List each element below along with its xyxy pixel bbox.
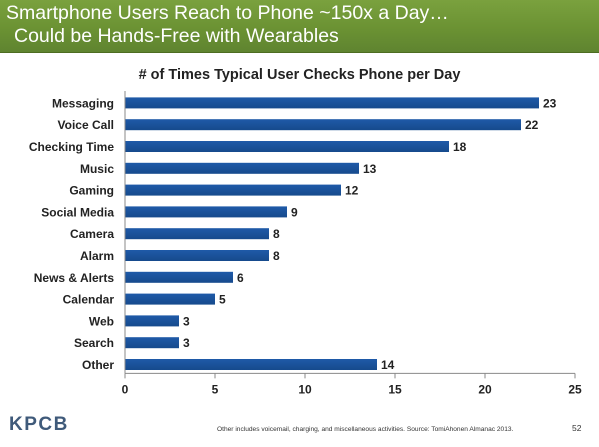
value-label-voice-call: 22 <box>525 118 539 132</box>
category-label-other: Other <box>82 358 114 372</box>
x-tick-label-0: 0 <box>122 382 129 396</box>
value-label-calendar: 5 <box>219 293 226 307</box>
page-number: 52 <box>572 423 582 433</box>
value-label-music: 13 <box>363 162 377 176</box>
category-label-calendar: Calendar <box>63 293 115 307</box>
slide-header: Smartphone Users Reach to Phone ~150x a … <box>0 0 599 53</box>
x-tick-label-20: 20 <box>478 382 492 396</box>
bar-search <box>125 337 179 349</box>
value-label-other: 14 <box>381 358 395 372</box>
slide-title-line-1: Smartphone Users Reach to Phone ~150x a … <box>6 2 449 24</box>
bar-news-and-alerts <box>125 271 233 283</box>
category-label-music: Music <box>80 162 114 176</box>
bar-music <box>125 162 359 174</box>
category-label-alarm: Alarm <box>80 249 114 263</box>
x-tick-label-10: 10 <box>298 382 312 396</box>
value-label-messaging: 23 <box>543 96 557 110</box>
bar-gaming <box>125 184 341 196</box>
bar-alarm <box>125 250 269 261</box>
x-tick-label-15: 15 <box>388 382 402 396</box>
kpcb-logo: KPCB <box>9 414 69 435</box>
bar-checking-time <box>125 141 449 152</box>
x-tick-label-25: 25 <box>568 382 582 396</box>
category-label-voice-call: Voice Call <box>58 118 114 132</box>
value-label-web: 3 <box>183 314 190 328</box>
category-label-messaging: Messaging <box>52 96 114 110</box>
slide-title-line-2: Could be Hands-Free with Wearables <box>14 25 339 47</box>
x-tick-label-5: 5 <box>212 382 219 396</box>
category-label-camera: Camera <box>70 227 114 241</box>
bar-web <box>125 315 179 327</box>
value-label-search: 3 <box>183 336 190 350</box>
bar-voice-call <box>125 119 521 131</box>
value-label-social-media: 9 <box>291 205 298 219</box>
bar-social-media <box>125 206 287 218</box>
value-label-news-and-alerts: 6 <box>237 271 244 285</box>
value-label-gaming: 12 <box>345 184 359 198</box>
bar-camera <box>125 228 269 240</box>
category-label-social-media: Social Media <box>41 205 114 219</box>
bar-calendar <box>125 293 215 305</box>
bar-other <box>125 359 377 370</box>
source-footnote: Other includes voicemail, charging, and … <box>217 426 514 433</box>
category-label-gaming: Gaming <box>69 184 114 198</box>
bar-messaging <box>125 97 539 109</box>
value-label-camera: 8 <box>273 227 280 241</box>
category-label-web: Web <box>89 314 114 328</box>
category-label-news-and-alerts: News & Alerts <box>34 271 115 285</box>
category-label-search: Search <box>74 336 114 350</box>
category-label-checking-time: Checking Time <box>29 140 114 154</box>
chart-title: # of Times Typical User Checks Phone per… <box>138 67 461 83</box>
value-label-checking-time: 18 <box>453 140 467 154</box>
value-label-alarm: 8 <box>273 249 280 263</box>
